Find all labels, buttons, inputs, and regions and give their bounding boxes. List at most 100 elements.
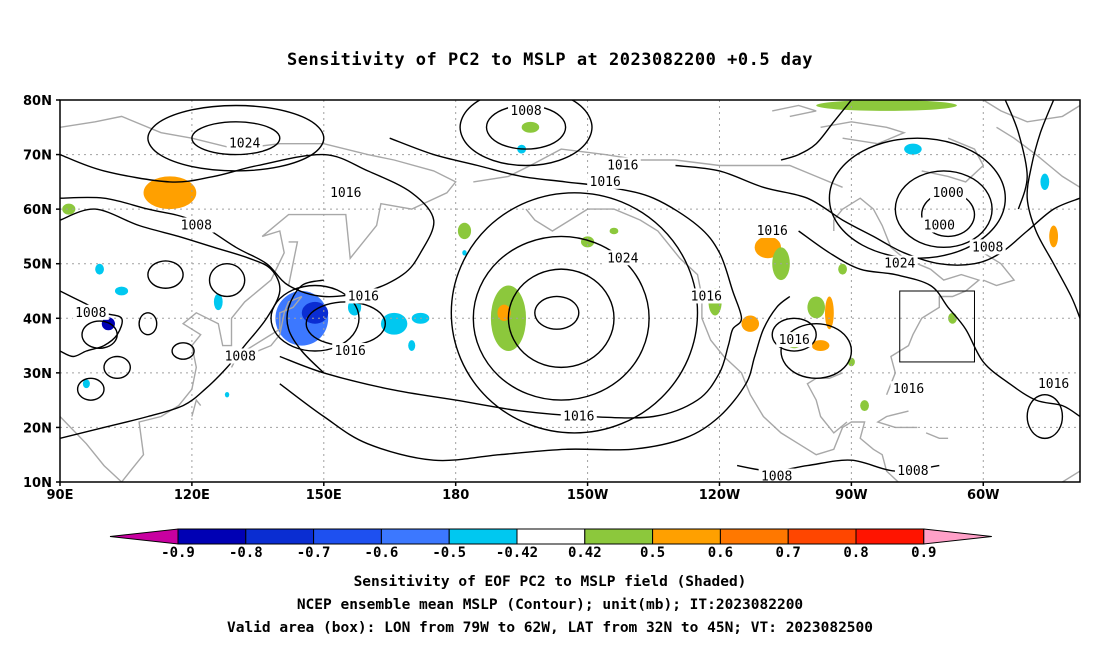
lon-label: 90E — [47, 488, 74, 503]
contour-label: 1008 — [972, 240, 1003, 255]
mslp-contour — [208, 263, 246, 298]
mslp-contour — [459, 100, 593, 167]
lon-label: 60W — [967, 488, 999, 503]
mslp-contour — [81, 320, 118, 349]
mslp-contour — [1004, 100, 1028, 210]
contour-label-bg — [930, 184, 967, 200]
shading-patch — [1040, 173, 1050, 191]
colorbar-label: 0.5 — [640, 545, 665, 561]
shading-patch — [408, 340, 416, 352]
contour-label-bg — [587, 173, 624, 189]
colorbar-swatch — [380, 528, 450, 545]
colorbar-label: -0.8 — [229, 545, 263, 561]
contour-label: 1016 — [348, 289, 379, 304]
colorbar: -0.9 -0.8 -0.7 -0.6 -0.5 -0.42 0.42 0.5 0.6 0.7 0.… — [109, 528, 992, 561]
contour-label: 1016 — [563, 410, 594, 425]
colorbar-label: 0.8 — [843, 545, 868, 561]
coastline — [921, 137, 985, 183]
lat-label: 20N — [23, 421, 52, 436]
contour-label: 1008 — [897, 464, 928, 479]
mslp-contour — [798, 230, 1080, 418]
contour-label: 1008 — [75, 306, 106, 321]
colorbar-swatch — [719, 528, 789, 545]
footer-line-3: Valid area (box): LON from 79W to 62W, L… — [226, 620, 873, 636]
shading-patch — [62, 203, 76, 215]
colorbar-label: 0.42 — [568, 545, 602, 561]
mslp-contour — [191, 121, 281, 156]
contour-label: 1016 — [893, 382, 924, 397]
contour-label: 1016 — [1038, 377, 1069, 392]
colorbar-swatch — [516, 528, 586, 545]
mslp-contour — [485, 104, 567, 150]
colorbar-label: 0.6 — [708, 545, 733, 561]
coastline — [1062, 470, 1080, 482]
shading-patch — [816, 100, 957, 111]
contour-label-bg — [969, 239, 1006, 255]
mslp-contour — [1026, 394, 1064, 439]
shading-patch — [82, 379, 90, 389]
contour-label-bg — [754, 222, 791, 238]
mslp-contour — [534, 295, 580, 330]
shading-patch — [754, 236, 782, 259]
colorbar-label: 0.7 — [776, 545, 801, 561]
shading-patch — [860, 400, 869, 412]
contour-label-bg — [345, 288, 382, 304]
shading-patch — [224, 391, 230, 398]
shading-patch — [380, 312, 408, 335]
shading-patch — [1049, 225, 1059, 248]
contour-label: 1016 — [330, 186, 361, 201]
mslp-contour — [771, 317, 817, 352]
mslp-contour — [171, 342, 195, 360]
lat-label: 10N — [23, 476, 52, 491]
lat-label: 70N — [23, 149, 52, 164]
contour-label-bg — [178, 217, 215, 233]
mslp-contour — [472, 235, 650, 401]
contour-label: 1024 — [229, 137, 260, 152]
shading-patch — [811, 340, 830, 352]
lat-label: 40N — [23, 312, 52, 327]
contour-label: 1008 — [181, 219, 212, 234]
map-title: Sensitivity of PC2 to MSLP at 2023082200… — [286, 50, 813, 70]
contour-label: 1000 — [932, 186, 963, 201]
contour-label: 1016 — [590, 175, 621, 190]
contour-label-bg — [890, 381, 927, 397]
contour-label: 1008 — [510, 104, 541, 119]
mslp-contour — [675, 164, 1080, 266]
shading-patch — [741, 315, 760, 332]
lon-label: 150W — [567, 488, 608, 503]
mslp-contour — [286, 279, 325, 374]
mslp-contour — [780, 322, 853, 380]
contour-label: 1000 — [924, 219, 955, 234]
mslp-contours — [60, 100, 1080, 472]
mslp-contour — [507, 268, 615, 369]
mslp-contour — [279, 295, 791, 462]
lon-label: 180 — [442, 488, 469, 503]
plot-frame — [59, 99, 1081, 483]
contour-label: 1016 — [757, 224, 788, 239]
contour-label-bg — [604, 250, 641, 266]
colorbar-label: -0.7 — [297, 545, 331, 561]
shading-patch — [497, 304, 511, 322]
shading-patch — [521, 121, 540, 133]
valid-area-box — [899, 290, 975, 363]
colorbar-label: -0.5 — [432, 545, 466, 561]
contour-label-bg — [226, 135, 263, 151]
contour-label: 1016 — [335, 344, 366, 359]
shading-patch — [114, 286, 129, 296]
contour-label: 1024 — [884, 257, 915, 272]
colorbar-label: -0.9 — [161, 545, 195, 561]
lat-label: 60N — [23, 203, 52, 218]
mslp-contour — [147, 104, 325, 172]
coastline — [982, 100, 1080, 123]
colorbar-low-end — [109, 528, 179, 545]
lon-label: 90W — [835, 488, 867, 503]
colorbar-swatch — [652, 528, 721, 545]
mslp-contour — [305, 301, 387, 347]
shading-patch — [457, 222, 472, 240]
mslp-contour — [279, 137, 743, 419]
lat-label: 80N — [23, 94, 52, 109]
contour-label-bg — [881, 255, 918, 271]
shading-patch — [838, 263, 847, 275]
